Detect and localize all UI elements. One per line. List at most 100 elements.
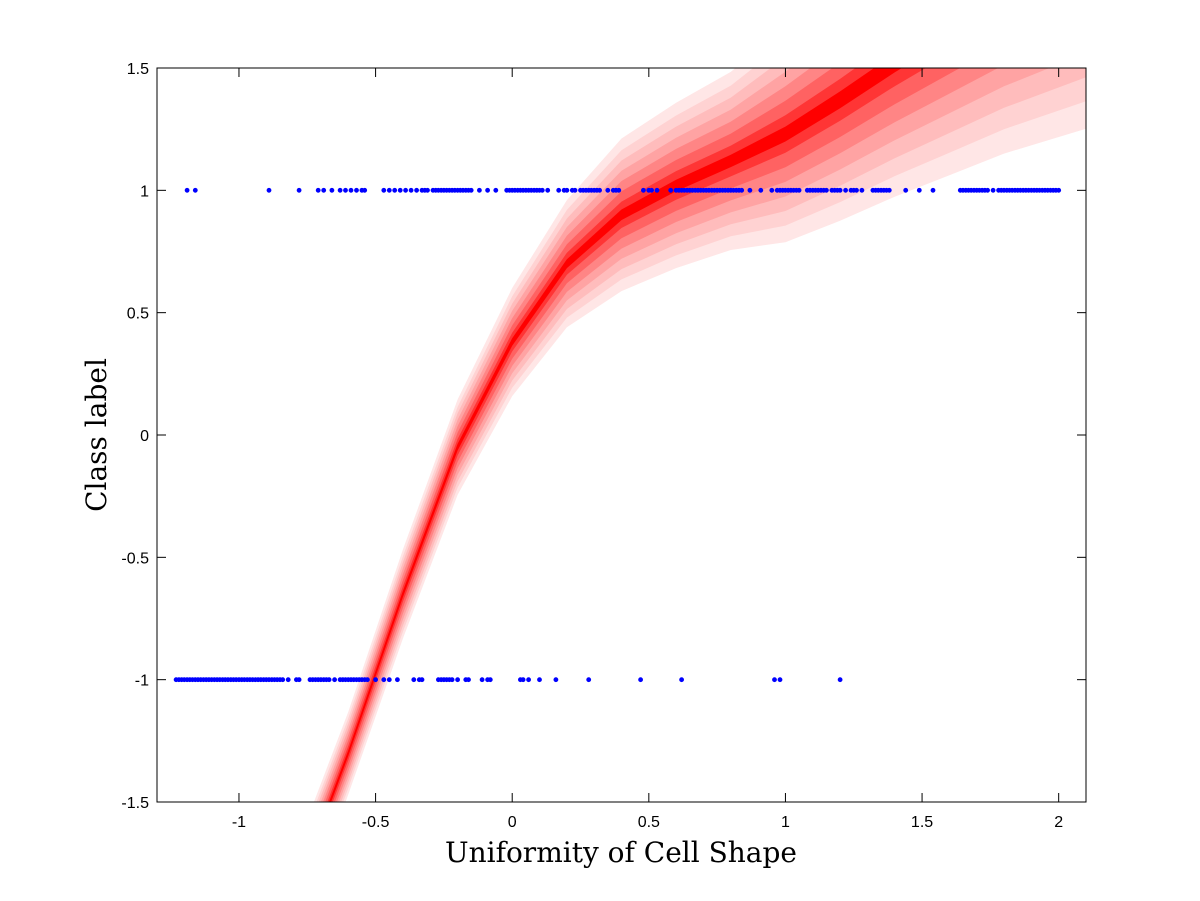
data-point <box>564 187 570 193</box>
confidence-band <box>313 68 1086 802</box>
data-point <box>641 187 646 193</box>
data-point <box>403 187 408 193</box>
data-point <box>990 187 996 193</box>
data-point <box>408 187 414 193</box>
data-point <box>545 187 551 193</box>
data-point <box>654 187 660 193</box>
data-point <box>597 187 602 193</box>
data-point <box>466 677 471 683</box>
data-point <box>777 677 783 683</box>
data-point <box>837 187 843 193</box>
y-tick-label: -0.5 <box>121 550 149 567</box>
x-tick-label: 2 <box>1054 814 1063 831</box>
data-point <box>1056 187 1062 193</box>
data-point <box>386 677 392 683</box>
data-point <box>837 677 843 683</box>
data-point <box>796 187 802 193</box>
data-point <box>747 187 753 193</box>
data-point <box>556 187 562 193</box>
data-point <box>679 677 684 683</box>
data-point <box>280 677 286 683</box>
data-point <box>477 187 482 193</box>
data-point <box>184 187 190 193</box>
y-tick-label: 0 <box>140 428 149 445</box>
data-point <box>386 187 392 193</box>
data-point <box>638 677 643 683</box>
data-point <box>493 187 499 193</box>
y-tick-label: 1 <box>140 183 149 200</box>
data-point <box>553 677 559 683</box>
y-tick-label: -1.5 <box>121 795 149 812</box>
data-point <box>903 187 909 193</box>
data-point <box>739 187 745 193</box>
data-point <box>854 187 859 193</box>
y-tick-label: 1.5 <box>127 61 149 78</box>
data-point <box>930 187 936 193</box>
data-point <box>373 677 378 683</box>
data-point <box>843 187 848 193</box>
data-point <box>326 677 332 683</box>
data-point <box>455 677 460 683</box>
x-tick-label: 1 <box>781 814 790 831</box>
data-points <box>173 187 1062 683</box>
x-tick-label: 0 <box>508 814 517 831</box>
data-point <box>859 187 865 193</box>
data-point <box>824 187 829 193</box>
data-point <box>537 677 542 683</box>
data-point <box>985 187 990 193</box>
data-point <box>266 187 272 193</box>
data-point <box>329 187 335 193</box>
data-point <box>526 677 531 683</box>
data-point <box>586 677 592 683</box>
x-tick-label: -1 <box>232 814 246 831</box>
data-point <box>362 187 368 193</box>
data-point <box>414 187 419 193</box>
data-point <box>354 187 359 193</box>
data-point <box>296 187 302 193</box>
data-point <box>769 187 775 193</box>
data-point <box>572 187 578 193</box>
data-point <box>411 677 417 683</box>
data-point <box>332 677 337 683</box>
data-point <box>348 187 354 193</box>
data-point <box>285 677 291 683</box>
data-point <box>381 677 387 683</box>
x-tick-label: 0.5 <box>638 814 660 831</box>
data-point <box>365 677 370 683</box>
y-tick-label: -1 <box>135 673 149 690</box>
data-point <box>419 677 425 683</box>
data-point <box>321 187 327 193</box>
data-point <box>468 187 474 193</box>
x-tick-label: 1.5 <box>911 814 933 831</box>
data-point <box>425 187 430 193</box>
data-point <box>315 187 321 193</box>
data-point <box>192 187 198 193</box>
data-point <box>343 187 348 193</box>
data-point <box>668 187 674 193</box>
data-point <box>539 187 545 193</box>
y-axis-title: Class label <box>80 358 113 512</box>
data-point <box>772 677 777 683</box>
y-tick-label: 0.5 <box>127 306 149 323</box>
data-point <box>479 677 485 683</box>
data-point <box>397 187 403 193</box>
data-point <box>449 677 455 683</box>
x-axis-title: Uniformity of Cell Shape <box>445 836 797 869</box>
data-point <box>392 187 398 193</box>
axis-ticks: -1 -0.5 0 0.5 1 1.5 2 -1.5 -1 -0.5 0 0.5 1 1.5 <box>121 61 1086 831</box>
data-point <box>487 677 493 683</box>
data-point <box>296 677 302 683</box>
data-point <box>616 187 622 193</box>
data-point <box>649 187 654 193</box>
data-point <box>916 187 922 193</box>
data-point <box>395 677 400 683</box>
data-point <box>886 187 892 193</box>
data-point <box>337 187 343 193</box>
x-tick-label: -0.5 <box>362 814 390 831</box>
data-point <box>520 677 526 683</box>
data-point <box>485 187 490 193</box>
data-point <box>605 187 611 193</box>
data-point <box>758 187 764 193</box>
data-point <box>381 187 387 193</box>
